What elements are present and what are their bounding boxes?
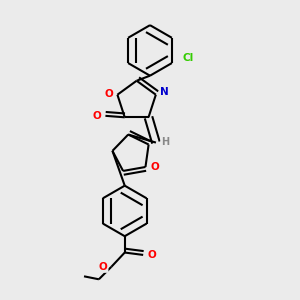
- Text: O: O: [105, 88, 113, 98]
- Text: O: O: [93, 111, 101, 121]
- Text: O: O: [150, 162, 159, 172]
- Text: N: N: [160, 87, 169, 97]
- Text: O: O: [99, 262, 107, 272]
- Text: H: H: [161, 137, 169, 147]
- Text: O: O: [147, 250, 156, 260]
- Text: Cl: Cl: [183, 53, 194, 63]
